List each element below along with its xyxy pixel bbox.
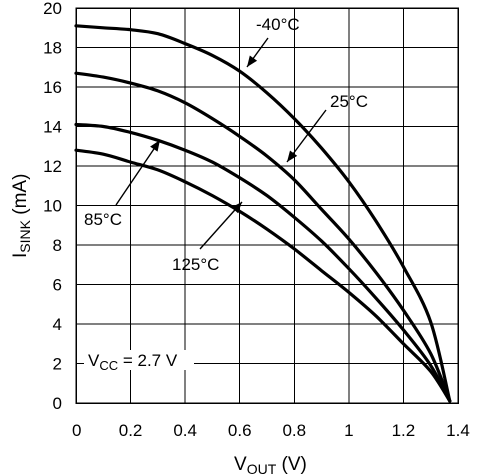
x-axis-title: VOUT (V) bbox=[234, 454, 307, 474]
x-axis-title-sub: OUT bbox=[247, 461, 277, 474]
curves bbox=[74, 24, 452, 403]
x-tick-label: 0.8 bbox=[282, 421, 306, 440]
y-tick-label: 20 bbox=[43, 0, 62, 18]
x-tick-label: 1.4 bbox=[446, 421, 470, 440]
x-axis-title-unit: (V) bbox=[276, 454, 307, 474]
x-tick-label: 0.4 bbox=[173, 421, 197, 440]
series-label-minus40c: -40°C bbox=[256, 15, 300, 34]
y-tick-label: 4 bbox=[53, 315, 62, 334]
x-tick-label: 0.6 bbox=[228, 421, 252, 440]
series-label-25c: 25°C bbox=[330, 92, 368, 111]
curve-85c bbox=[74, 122, 452, 403]
arrow-125c-head bbox=[231, 202, 242, 214]
arrow-85c-line bbox=[115, 139, 161, 206]
y-tick-label: 8 bbox=[53, 236, 62, 255]
y-axis-title-main: I bbox=[10, 253, 31, 258]
x-tick-label: 0 bbox=[72, 421, 81, 440]
series-label-125c: 125°C bbox=[172, 255, 219, 274]
y-tick-label: 10 bbox=[43, 197, 62, 216]
y-axis-title-unit: (mA) bbox=[10, 174, 31, 220]
y-tick-label: 18 bbox=[43, 39, 62, 58]
arrow-85c-head bbox=[150, 140, 160, 152]
vcc-annotation-rest: = 2.7 V bbox=[118, 351, 178, 370]
curve-125c bbox=[74, 148, 452, 403]
vcc-annotation: VCC = 2.7 V bbox=[88, 351, 178, 373]
y-tick-label: 0 bbox=[53, 394, 62, 413]
curve-minus40c bbox=[74, 24, 452, 403]
y-tick-label: 2 bbox=[53, 355, 62, 374]
y-axis-title: ISINK (mA) bbox=[10, 174, 33, 258]
grid bbox=[75, 7, 459, 404]
tick-labels: 0 0.2 0.4 0.6 0.8 1 1.2 1.4 0 2 4 6 8 10 12 14 16 18 20 bbox=[43, 0, 470, 440]
annotation-background bbox=[84, 350, 194, 370]
vcc-annotation-main: V bbox=[88, 351, 100, 370]
x-tick-label: 1 bbox=[344, 421, 353, 440]
x-tick-label: 0.2 bbox=[119, 421, 143, 440]
series-labels: -40°C 25°C 85°C 125°C bbox=[84, 15, 368, 274]
x-axis-title-main: V bbox=[234, 454, 247, 474]
arrow-25c-head bbox=[287, 150, 298, 162]
y-tick-label: 6 bbox=[53, 276, 62, 295]
arrow-minus40c-head bbox=[247, 55, 258, 67]
vcc-annotation-sub: CC bbox=[99, 358, 118, 373]
x-tick-label: 1.2 bbox=[392, 421, 416, 440]
y-tick-label: 14 bbox=[43, 118, 62, 137]
y-axis-title-sub: SINK bbox=[17, 219, 33, 252]
series-label-85c: 85°C bbox=[84, 210, 122, 229]
y-tick-label: 12 bbox=[43, 157, 62, 176]
plot-frame bbox=[75, 7, 459, 404]
y-tick-label: 16 bbox=[43, 78, 62, 97]
curve-25c bbox=[74, 71, 452, 403]
